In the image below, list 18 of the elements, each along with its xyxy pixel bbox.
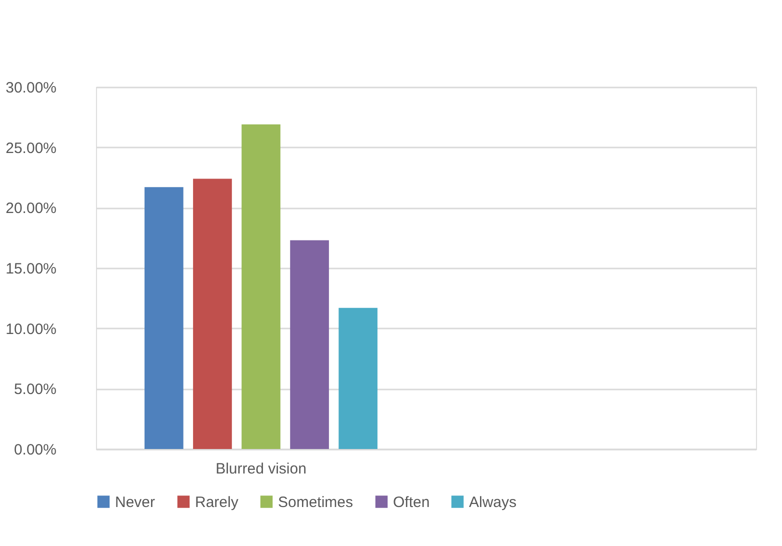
y-tick-label: 10.00% (6, 320, 56, 338)
bar (193, 178, 232, 449)
y-tick-label: 25.00% (6, 140, 56, 157)
y-tick-label: 15.00% (6, 260, 56, 278)
bar (290, 240, 329, 449)
y-tick-label: 20.00% (6, 200, 56, 218)
bar (144, 187, 184, 449)
legend-label: Sometimes (278, 494, 354, 511)
y-tick-label: 0.00% (14, 442, 56, 458)
legend-label: Never (115, 494, 156, 511)
legend-label: Always (469, 494, 517, 511)
y-tick-label: 30.00% (6, 80, 56, 96)
bar (242, 124, 280, 449)
bar (338, 308, 378, 449)
legend-label: Often (393, 494, 430, 511)
legend-label: Rarely (195, 494, 239, 511)
y-tick-label: 5.00% (14, 381, 56, 398)
x-tick-label: Blurred vision (216, 460, 306, 478)
